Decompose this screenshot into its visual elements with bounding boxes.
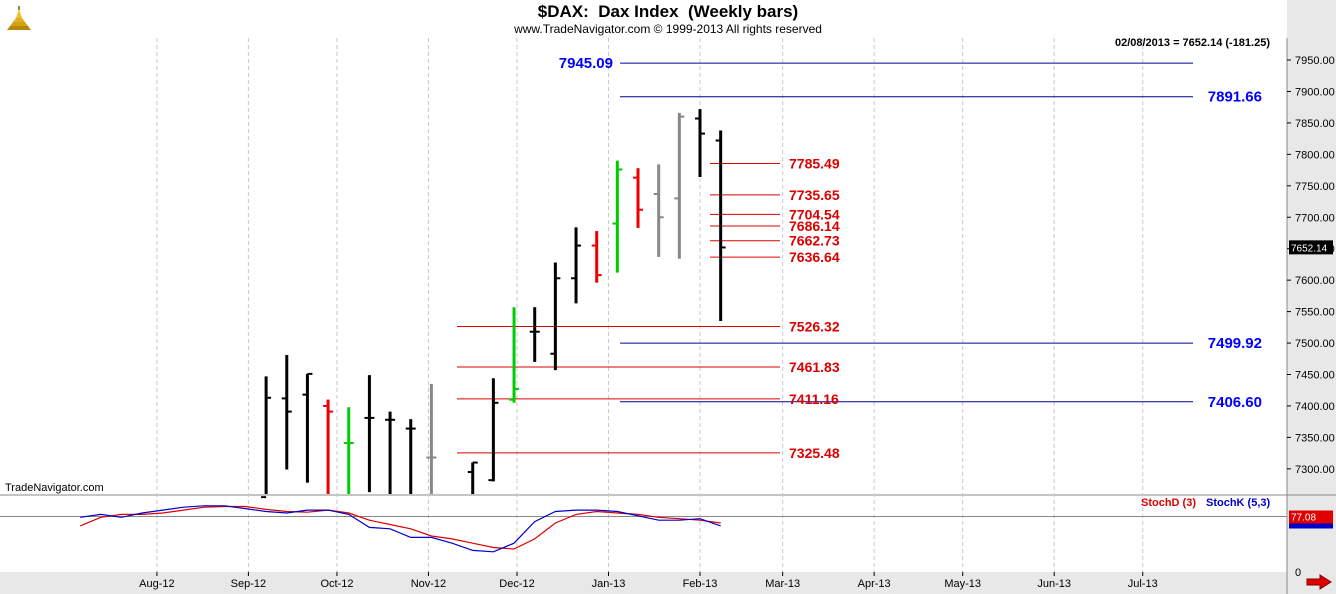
ohlc-bar <box>405 419 416 494</box>
ohlc-bar <box>261 376 272 499</box>
ohlc-bar <box>509 307 520 403</box>
chart-title: $DAX: Dax Index (Weekly bars) <box>537 2 799 21</box>
price-tag-label: 7652.14 <box>1291 243 1328 254</box>
level-label: 7686.14 <box>789 218 840 234</box>
date-tick-label: Dec-12 <box>499 578 534 590</box>
price-tick-label: 7850.00 <box>1295 118 1335 130</box>
level-label: 7785.49 <box>789 155 840 171</box>
stochk-tag <box>1289 523 1333 529</box>
level-label: 7526.32 <box>789 318 840 334</box>
ohlc-bar <box>343 407 354 494</box>
level-label: 7461.83 <box>789 359 840 375</box>
level-label: 7325.48 <box>789 445 840 461</box>
date-tick-label: May-13 <box>944 578 981 590</box>
ohlc-bar <box>529 307 540 362</box>
ohlc-bar <box>674 112 685 259</box>
price-tick-label: 7950.00 <box>1295 55 1335 67</box>
ohlc-bar <box>715 130 726 322</box>
level-label: 7406.60 <box>1208 394 1262 411</box>
stochd-line <box>79 505 721 550</box>
date-tick-label: Jun-13 <box>1037 578 1071 590</box>
stochd-tag <box>1289 510 1333 524</box>
ohlc-bar <box>633 168 644 228</box>
ohlc-bar <box>281 354 292 470</box>
date-tick-label: Jul-13 <box>1128 578 1158 590</box>
price-tick-label: 7350.00 <box>1295 432 1335 444</box>
ohlc-bar <box>323 399 334 494</box>
ohlc-bar <box>364 375 375 493</box>
stoch-tick-label: 0 <box>1295 567 1301 579</box>
date-tick-label: Mar-13 <box>765 578 800 590</box>
ohlc-bar <box>302 372 313 483</box>
ohlc-bar <box>653 164 664 257</box>
date-tick-label: Jan-13 <box>592 578 626 590</box>
ohlc-bar <box>385 411 396 494</box>
ohlc-bar <box>426 383 437 494</box>
stoch-tag-label: 77.08 <box>1291 513 1316 524</box>
ohlc-bar <box>571 227 582 304</box>
price-tick-label: 7500.00 <box>1295 338 1335 350</box>
level-label: 7945.09 <box>559 55 613 72</box>
ohlc-bar <box>612 160 623 273</box>
date-tick-label: Oct-12 <box>320 578 353 590</box>
price-tick-label: 7900.00 <box>1295 86 1335 98</box>
chart-header: $DAX: Dax Index (Weekly bars) www.TradeN… <box>0 0 1336 38</box>
level-label: 7662.73 <box>789 233 840 249</box>
stochk-line <box>80 505 721 553</box>
chart-subtitle: www.TradeNavigator.com © 1999-2013 All r… <box>514 22 822 36</box>
date-tick-label: Sep-12 <box>231 578 266 590</box>
date-tick-label: Aug-12 <box>139 578 174 590</box>
level-label: 7891.66 <box>1208 89 1262 106</box>
price-tick-label: 7450.00 <box>1295 369 1335 381</box>
level-label: 7411.16 <box>789 391 839 407</box>
scroll-right-arrow-icon[interactable] <box>1306 574 1332 590</box>
price-tick-label: 7800.00 <box>1295 149 1335 161</box>
ohlc-bar <box>695 109 705 178</box>
level-label: 7636.64 <box>789 249 840 265</box>
ohlc-bar <box>550 262 561 371</box>
price-tick-label: 7700.00 <box>1295 212 1335 224</box>
date-axis-panel <box>0 572 1287 594</box>
level-label: 7735.65 <box>789 187 840 203</box>
price-tick-label: 7300.00 <box>1295 464 1335 476</box>
price-tick-label: 7600.00 <box>1295 275 1335 287</box>
trade-navigator-logo-icon <box>7 6 31 30</box>
price-tick-label: 7750.00 <box>1295 181 1335 193</box>
date-tick-label: Nov-12 <box>411 578 446 590</box>
last-bar-info: 02/08/2013 = 7652.14 (-181.25) <box>1115 37 1270 49</box>
price-tick-label: 7400.00 <box>1295 401 1335 413</box>
stochk-legend: StochK (5,3) <box>1206 497 1271 509</box>
date-tick-label: Feb-13 <box>683 578 718 590</box>
level-label: 7704.54 <box>789 206 840 222</box>
ohlc-bar <box>591 231 602 283</box>
price-tag <box>1289 240 1333 255</box>
price-tick-label: 7550.00 <box>1295 307 1335 319</box>
ohlc-bar <box>467 461 478 494</box>
stochd-legend: StochD (3) <box>1141 497 1196 509</box>
ohlc-bar <box>488 378 499 482</box>
date-tick-label: Apr-13 <box>858 578 891 590</box>
watermark-text: TradeNavigator.com <box>5 482 104 494</box>
level-label: 7499.92 <box>1208 335 1262 352</box>
